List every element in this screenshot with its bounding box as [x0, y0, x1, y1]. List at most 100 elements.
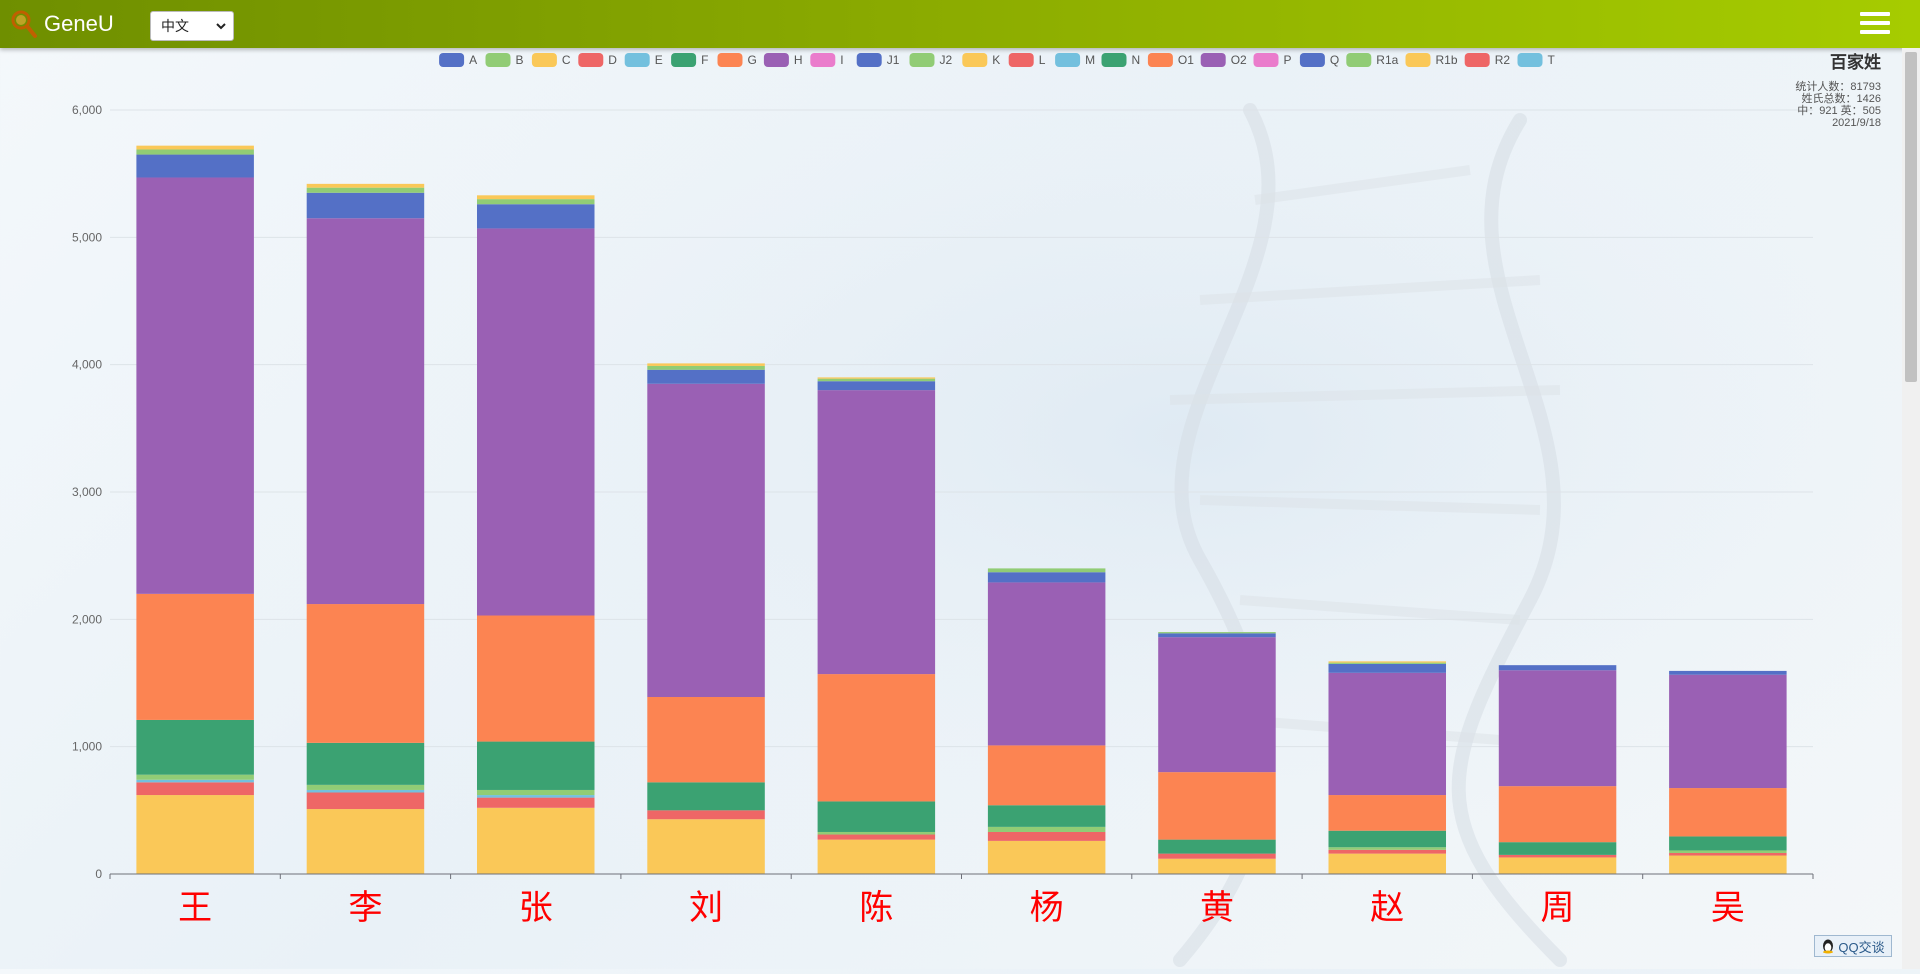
bar-segment-Q[interactable] — [306, 192, 425, 219]
bar-segment-O1[interactable] — [817, 674, 936, 802]
bar-segment-J2[interactable] — [987, 826, 1106, 832]
bar-segment-D[interactable] — [817, 834, 936, 840]
bar-segment-D[interactable] — [1158, 853, 1276, 859]
bar-segment-O1[interactable] — [1669, 788, 1787, 837]
bar-segment-Q[interactable] — [647, 369, 765, 384]
bar-segment-D[interactable] — [987, 831, 1106, 841]
bar-segment-N[interactable] — [987, 805, 1106, 827]
bar-segment-E[interactable] — [136, 779, 254, 783]
bar-segment-R1b[interactable] — [1328, 661, 1447, 663]
legend-item-L[interactable]: L — [1008, 53, 1046, 67]
scrollbar-thumb[interactable] — [1905, 52, 1917, 382]
bar-segment-C[interactable] — [1498, 857, 1617, 874]
bar-segment-N[interactable] — [647, 782, 765, 811]
bar-segment-Q[interactable] — [1669, 670, 1787, 675]
bar-segment-R1a[interactable] — [987, 568, 1106, 573]
bar-segment-O2[interactable] — [647, 383, 765, 698]
bar-segment-O1[interactable] — [1498, 786, 1617, 843]
bar-segment-D[interactable] — [647, 810, 765, 820]
bar-segment-O2[interactable] — [1328, 672, 1447, 796]
bar-segment-J2[interactable] — [817, 831, 936, 835]
legend-item-I[interactable]: I — [810, 53, 844, 67]
legend-item-R1b[interactable]: R1b — [1405, 53, 1458, 67]
legend-item-C[interactable]: C — [531, 53, 571, 67]
bar-segment-R1b[interactable] — [817, 377, 936, 379]
bar-segment-R1b[interactable] — [476, 195, 595, 200]
legend-item-A[interactable]: A — [439, 53, 477, 67]
bar-segment-D[interactable] — [136, 782, 254, 796]
bar-segment-C[interactable] — [1669, 855, 1787, 874]
legend-item-F[interactable]: F — [671, 53, 708, 67]
legend-item-O2[interactable]: O2 — [1200, 53, 1247, 67]
bar-segment-R1a[interactable] — [647, 365, 765, 370]
bar-segment-Q[interactable] — [817, 381, 936, 391]
bar-segment-C[interactable] — [987, 840, 1106, 874]
legend-item-G[interactable]: G — [717, 53, 757, 67]
bar-segment-Q[interactable] — [476, 204, 595, 229]
bar-segment-Q[interactable] — [1158, 633, 1276, 638]
bar-segment-R1a[interactable] — [476, 199, 595, 205]
bar-segment-D[interactable] — [306, 792, 425, 810]
bar-segment-O2[interactable] — [817, 390, 936, 675]
bar-segment-O1[interactable] — [1328, 795, 1447, 831]
legend-item-B[interactable]: B — [485, 53, 524, 67]
brand-logo[interactable]: GeneU — [10, 9, 114, 39]
bar-segment-O2[interactable] — [1498, 670, 1617, 787]
bar-segment-R1a[interactable] — [306, 187, 425, 193]
bar-segment-R1b[interactable] — [136, 145, 254, 150]
bar-segment-Q[interactable] — [1328, 663, 1447, 673]
legend-item-K[interactable]: K — [962, 53, 1000, 67]
bar-segment-N[interactable] — [136, 719, 254, 775]
bar-segment-R1a[interactable] — [817, 378, 936, 382]
bar-segment-Q[interactable] — [987, 572, 1106, 583]
legend-item-O1[interactable]: O1 — [1147, 53, 1194, 67]
bar-segment-E[interactable] — [306, 789, 425, 793]
bar-segment-C[interactable] — [817, 839, 936, 874]
bar-segment-O1[interactable] — [1158, 772, 1276, 840]
bar-segment-N[interactable] — [476, 741, 595, 790]
bar-segment-J2[interactable] — [306, 784, 425, 790]
bar-segment-R1a[interactable] — [1328, 662, 1447, 664]
chart-legend[interactable]: A B C D E F G H I J1 J2 K L M N O1 O2 P Q R1a R1b R2 T — [439, 53, 1556, 67]
bar-segment-E[interactable] — [476, 795, 595, 798]
legend-item-R1a[interactable]: R1a — [1346, 53, 1399, 67]
legend-item-M[interactable]: M — [1055, 53, 1095, 67]
bar-segment-N[interactable] — [306, 742, 425, 785]
bar-segment-D[interactable] — [1669, 852, 1787, 856]
bar-segment-N[interactable] — [1669, 836, 1787, 851]
bar-segment-C[interactable] — [306, 809, 425, 874]
legend-item-E[interactable]: E — [624, 53, 663, 67]
bar-segment-J2[interactable] — [1669, 850, 1787, 853]
legend-item-Q[interactable]: Q — [1299, 53, 1339, 67]
bar-segment-O2[interactable] — [987, 582, 1106, 746]
bar-segment-N[interactable] — [817, 801, 936, 832]
bar-segment-Q[interactable] — [136, 154, 254, 178]
legend-item-N[interactable]: N — [1101, 53, 1141, 67]
bar-segment-O1[interactable] — [136, 593, 254, 720]
legend-item-D[interactable]: D — [578, 53, 617, 67]
legend-item-J2[interactable]: J2 — [909, 53, 953, 67]
legend-item-H[interactable]: H — [763, 53, 803, 67]
bar-segment-C[interactable] — [136, 795, 254, 874]
bar-segment-N[interactable] — [1328, 830, 1447, 848]
bar-segment-Q[interactable] — [1498, 665, 1617, 671]
legend-item-T[interactable]: T — [1517, 53, 1556, 67]
bar-segment-R1b[interactable] — [306, 183, 425, 188]
legend-item-P[interactable]: P — [1253, 53, 1292, 67]
bar-segment-J2[interactable] — [136, 774, 254, 780]
bar-segment-O2[interactable] — [136, 177, 254, 594]
bar-segment-O1[interactable] — [306, 604, 425, 743]
bar-segment-C[interactable] — [476, 807, 595, 874]
bar-segment-D[interactable] — [476, 797, 595, 808]
bar-segment-O1[interactable] — [476, 615, 595, 742]
bar-segment-C[interactable] — [1328, 853, 1447, 874]
hamburger-icon[interactable] — [1860, 12, 1890, 36]
bar-segment-O1[interactable] — [647, 697, 765, 783]
bar-segment-O1[interactable] — [987, 745, 1106, 806]
bar-segment-D[interactable] — [1498, 854, 1617, 858]
bar-segment-C[interactable] — [647, 819, 765, 874]
bar-segment-O2[interactable] — [1669, 674, 1787, 789]
bar-segment-J2[interactable] — [1328, 847, 1447, 850]
bar-segment-R1a[interactable] — [1158, 632, 1276, 634]
language-select[interactable]: 中文 — [150, 11, 234, 41]
